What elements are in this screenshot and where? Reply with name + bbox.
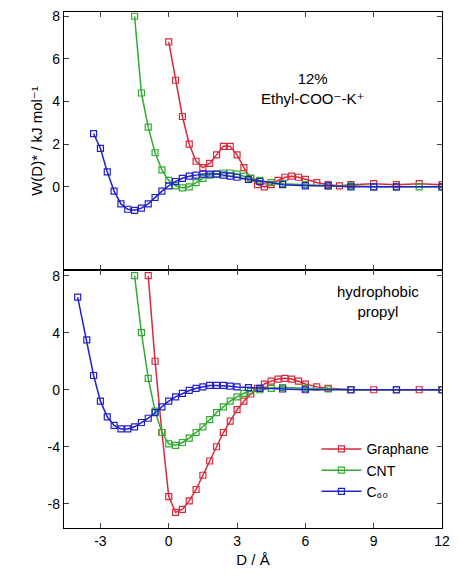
svg-text:0: 0 [52, 382, 60, 398]
svg-text:D / Å: D / Å [236, 551, 269, 568]
svg-text:12%Ethyl-COO⁻-K⁺: 12%Ethyl-COO⁻-K⁺ [261, 70, 364, 107]
svg-text:W(D)* / kJ mol⁻¹: W(D)* / kJ mol⁻¹ [28, 86, 45, 196]
svg-text:0: 0 [52, 179, 60, 195]
svg-text:4: 4 [52, 93, 60, 109]
svg-text:8: 8 [52, 268, 60, 284]
svg-text:0: 0 [165, 533, 173, 549]
svg-text:4: 4 [52, 325, 60, 341]
svg-text:3: 3 [233, 533, 241, 549]
svg-text:-8: -8 [48, 496, 61, 512]
svg-text:9: 9 [370, 533, 378, 549]
svg-text:12: 12 [434, 533, 450, 549]
svg-text:-4: -4 [48, 439, 61, 455]
svg-text:-3: -3 [94, 533, 107, 549]
svg-text:hydrophobicpropyl: hydrophobicpropyl [337, 283, 419, 320]
svg-text:8: 8 [52, 8, 60, 24]
svg-text:C₆₀: C₆₀ [366, 484, 388, 500]
svg-text:2: 2 [52, 136, 60, 152]
svg-text:CNT: CNT [366, 463, 395, 479]
svg-text:6: 6 [301, 533, 309, 549]
svg-text:6: 6 [52, 51, 60, 67]
svg-text:Graphane: Graphane [366, 441, 428, 457]
